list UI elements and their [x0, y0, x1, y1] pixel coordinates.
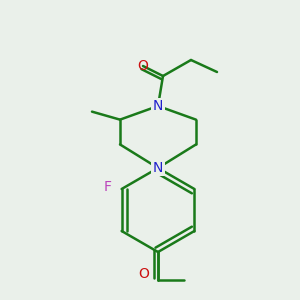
Text: F: F	[103, 180, 112, 194]
Text: O: O	[138, 59, 148, 73]
Text: N: N	[153, 161, 163, 175]
Text: N: N	[153, 99, 163, 113]
Text: O: O	[139, 267, 149, 281]
